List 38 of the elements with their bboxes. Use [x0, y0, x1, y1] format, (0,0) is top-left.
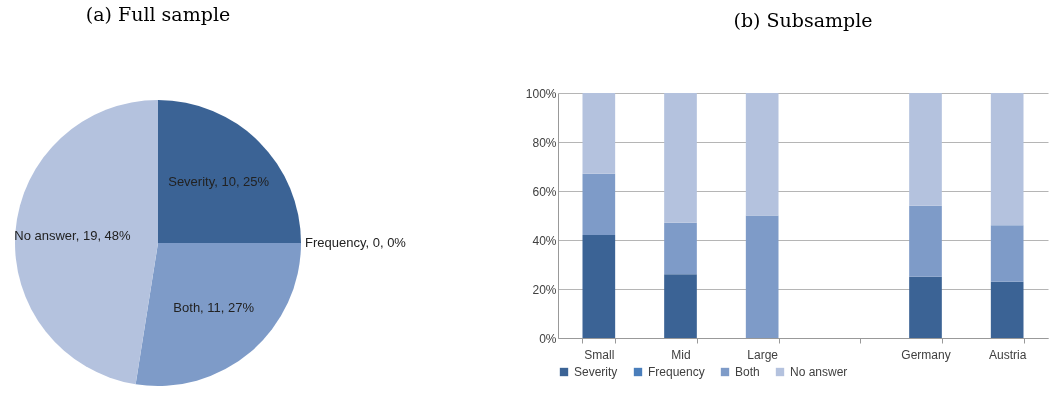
slice-label: No answer, 19, 48% — [14, 228, 132, 244]
bar — [664, 222, 697, 275]
pie-slice — [15, 100, 158, 385]
legend-label: Both — [735, 365, 760, 379]
legend-label: Severity — [574, 365, 618, 379]
bar — [664, 274, 697, 338]
slice-label: Severity, 10, 25% — [168, 174, 270, 190]
x-tick-label: Germany — [901, 347, 951, 362]
pie-slice — [135, 243, 301, 386]
bar — [909, 205, 942, 277]
x-tick-label: Austria — [988, 347, 1027, 362]
bar — [990, 281, 1024, 338]
chart-title: (a) Full sample — [85, 3, 231, 25]
chart-title: (b) Subsample — [733, 9, 873, 31]
legend-label: No answer — [790, 365, 848, 379]
y-tick-label: 40% — [532, 233, 557, 248]
y-tick-label: 80% — [532, 135, 557, 150]
bar — [664, 93, 697, 223]
legend-label: Frequency — [648, 365, 705, 379]
bar — [745, 93, 779, 216]
y-tick-label: 100% — [525, 86, 557, 101]
bar — [745, 215, 779, 338]
pie-slice — [158, 100, 301, 243]
x-tick-label: Mid — [671, 347, 691, 362]
y-tick-label: 0% — [539, 331, 557, 346]
category-label: Frequency, 0, 0% — [305, 235, 406, 250]
bar — [990, 93, 1024, 226]
bar — [582, 235, 616, 338]
y-tick-label: 60% — [532, 184, 557, 199]
x-tick-label: Large — [747, 347, 779, 362]
slice-label: Both, 11, 27% — [173, 300, 255, 316]
x-tick-label: Small — [584, 347, 615, 362]
bar — [909, 276, 942, 338]
bar — [909, 93, 942, 206]
bar — [582, 173, 616, 236]
bar — [582, 93, 616, 174]
y-tick-label: 20% — [532, 282, 557, 297]
bar — [990, 225, 1024, 282]
